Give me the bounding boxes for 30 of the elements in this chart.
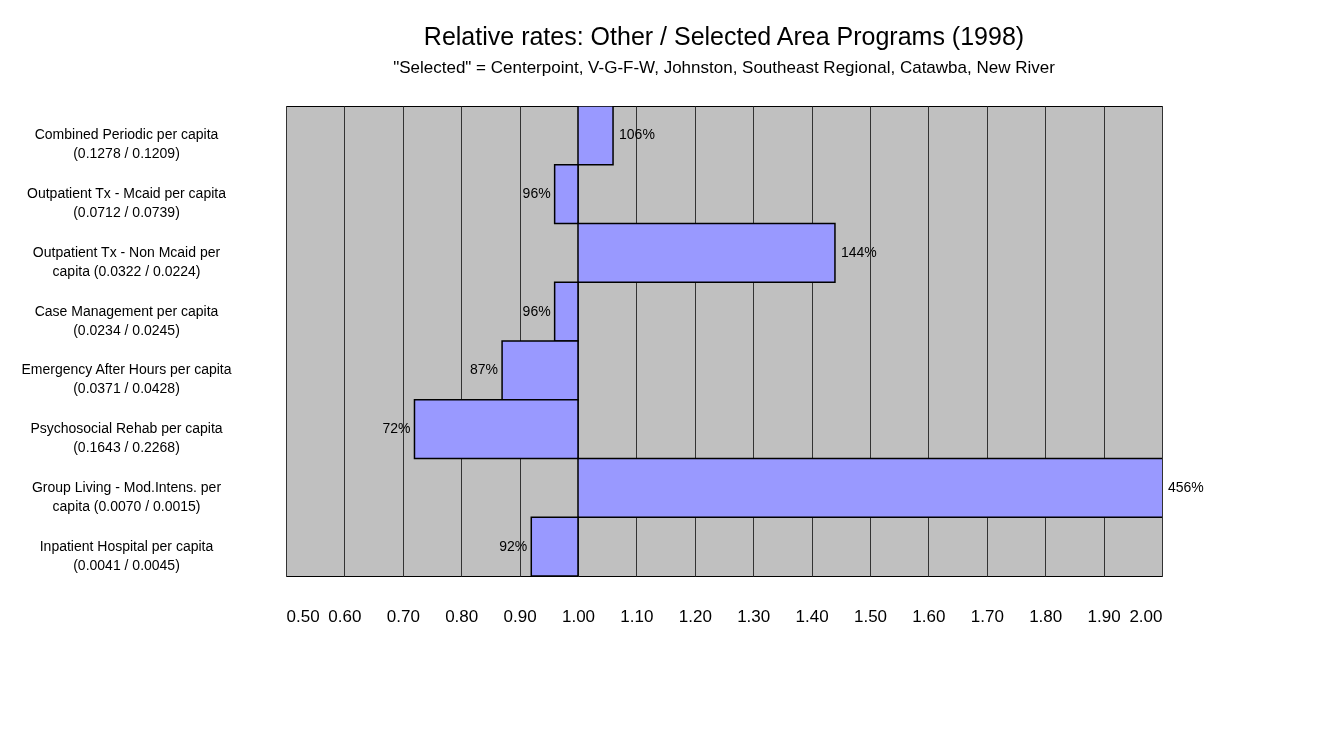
x-tick-label: 0.70 <box>386 606 420 626</box>
data-label: 96% <box>522 185 551 202</box>
data-label: 96% <box>522 302 551 319</box>
x-tick-label: 1.90 <box>1087 606 1121 626</box>
x-tick-label: 2.00 <box>1129 606 1163 626</box>
chart-subtitle: "Selected" = Centerpoint, V-G-F-W, Johnston, Southeast Regional, Catawba, New River <box>393 58 1056 77</box>
y-tick-label: Inpatient Hospital per capita (0.0041 / 0.0045) <box>39 537 214 573</box>
y-tick-label: Outpatient Tx - Non Mcaid per capita (0.0322 / 0.0224) <box>32 243 221 279</box>
x-tick-label: 1.80 <box>1029 606 1063 626</box>
x-tick-label: 1.60 <box>912 606 946 626</box>
x-tick-label: 1.30 <box>737 606 771 626</box>
x-tick-label: 1.20 <box>678 606 712 626</box>
y-tick-label: Case Management per capita (0.0234 / 0.0245) <box>34 302 219 338</box>
y-tick-label: Outpatient Tx - Mcaid per capita (0.0712 / 0.0739) <box>27 185 227 221</box>
data-label: 87% <box>470 361 499 378</box>
data-label: 456% <box>1168 478 1204 495</box>
x-tick-label: 0.50 <box>286 606 320 626</box>
x-tick-label: 0.90 <box>503 606 537 626</box>
y-tick-label: Psychosocial Rehab per capita (0.1643 / 0.2268) <box>30 420 223 456</box>
y-tick-label: Emergency After Hours per capita (0.0371 / 0.0428) <box>21 361 232 397</box>
x-tick-label: 0.80 <box>445 606 479 626</box>
y-tick-label: Combined Periodic per capita (0.1278 / 0.1209) <box>34 126 219 162</box>
x-tick-label: 1.50 <box>853 606 888 626</box>
x-tick-label: 0.60 <box>328 606 362 626</box>
y-tick-label: Group Living - Mod.Intens. per capita (0.0070 / 0.0015) <box>31 478 222 514</box>
x-tick-label: 1.00 <box>561 606 596 626</box>
chart-title: Relative rates: Other / Selected Area Programs (1998) <box>423 22 1025 50</box>
x-tick-label: 1.10 <box>620 606 654 626</box>
x-tick-label: 1.70 <box>970 606 1004 626</box>
x-tick-label: 1.40 <box>795 606 829 626</box>
